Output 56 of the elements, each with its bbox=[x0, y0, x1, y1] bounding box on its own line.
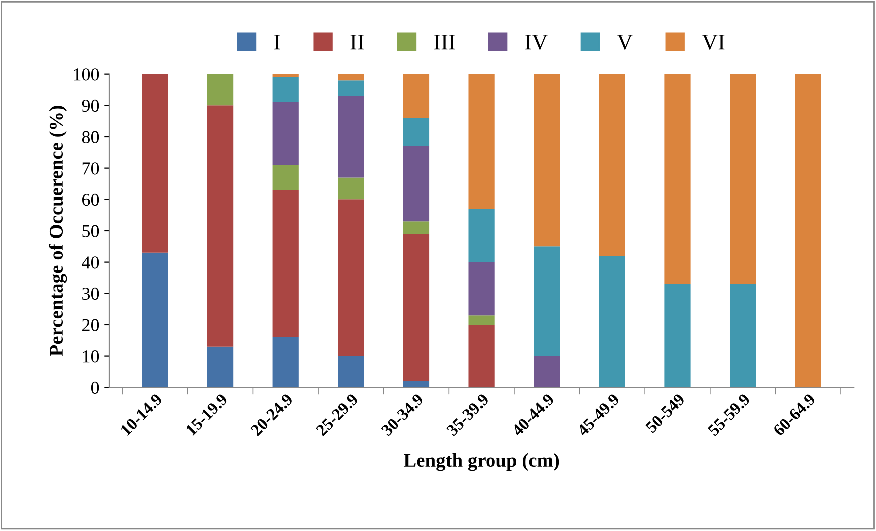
bar bbox=[468, 74, 495, 210]
bar bbox=[468, 316, 495, 325]
bar bbox=[403, 234, 430, 382]
legend-label: IV bbox=[526, 35, 548, 50]
bar bbox=[468, 209, 495, 262]
bar bbox=[338, 74, 364, 81]
bar bbox=[272, 165, 299, 190]
bar bbox=[207, 74, 234, 106]
bar bbox=[338, 80, 364, 96]
legend-label: II bbox=[350, 35, 364, 50]
legend-label: VI bbox=[702, 35, 725, 50]
bar bbox=[664, 74, 691, 284]
bar bbox=[338, 356, 364, 388]
bar bbox=[403, 222, 430, 234]
y-tick-label: 10 bbox=[83, 350, 100, 363]
bar bbox=[272, 338, 299, 388]
bar bbox=[403, 118, 430, 146]
bar bbox=[664, 284, 691, 388]
bar bbox=[468, 324, 495, 388]
bar bbox=[599, 256, 626, 388]
bar bbox=[142, 74, 168, 253]
y-tick-label: 60 bbox=[82, 194, 100, 206]
legend-label: I bbox=[274, 35, 280, 50]
bar bbox=[272, 102, 299, 166]
bar bbox=[272, 77, 299, 103]
bar bbox=[599, 74, 626, 256]
bar bbox=[468, 262, 495, 316]
bar bbox=[207, 106, 234, 347]
bar bbox=[272, 190, 299, 338]
y-tick-label: 0 bbox=[91, 382, 100, 394]
y-tick-label: 80 bbox=[82, 131, 100, 144]
legend-label: V bbox=[617, 35, 633, 50]
bar bbox=[534, 356, 560, 388]
y-tick-label: 100 bbox=[74, 68, 100, 81]
y-axis-title: Percentage of Occuerence (%) bbox=[49, 106, 68, 356]
y-tick-label: 90 bbox=[82, 100, 100, 112]
y-tick-label: 20 bbox=[82, 319, 100, 332]
y-tick-label: 40 bbox=[82, 256, 100, 269]
bar bbox=[207, 346, 234, 388]
bar bbox=[795, 74, 822, 388]
y-tick-label: 70 bbox=[82, 162, 100, 175]
y-tick-label: 50 bbox=[82, 225, 100, 238]
x-axis-title: Length group (cm) bbox=[404, 453, 560, 472]
bar bbox=[534, 74, 560, 247]
bar bbox=[338, 200, 364, 356]
bar bbox=[338, 96, 364, 178]
bar bbox=[338, 178, 364, 200]
bar bbox=[730, 284, 756, 388]
bar bbox=[730, 74, 756, 284]
bar bbox=[142, 252, 168, 388]
bar bbox=[272, 74, 299, 78]
bar bbox=[534, 246, 560, 356]
bar bbox=[403, 146, 430, 222]
bar bbox=[403, 74, 430, 118]
y-tick-label: 30 bbox=[82, 288, 100, 300]
legend-label: III bbox=[434, 35, 456, 50]
